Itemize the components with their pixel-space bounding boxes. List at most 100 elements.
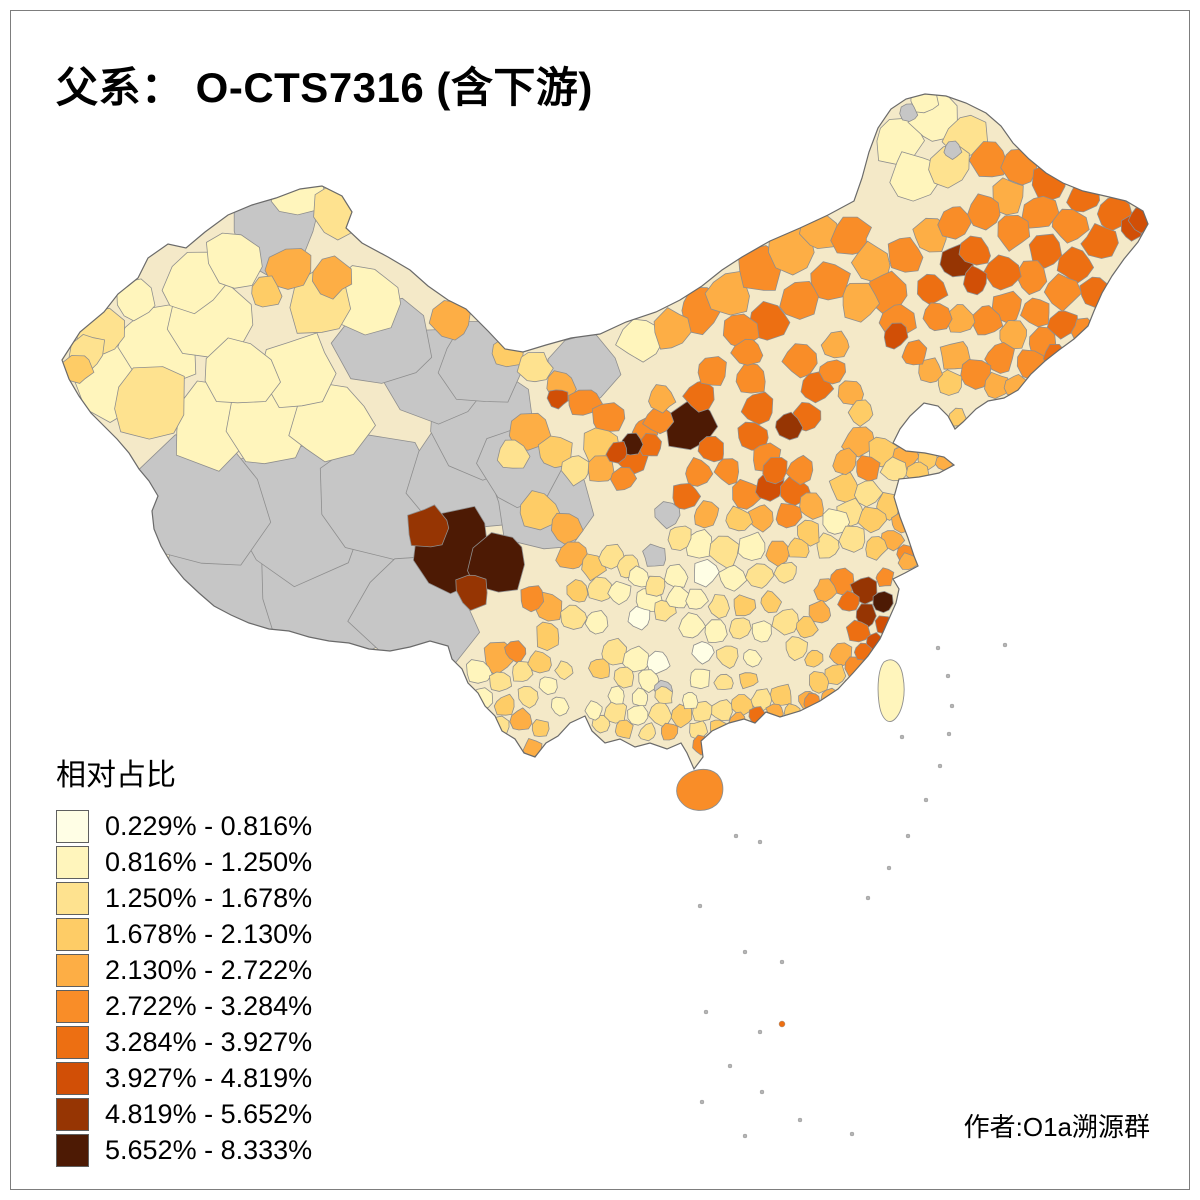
- map-region-cell: [311, 255, 353, 300]
- map-region-cell: [1056, 246, 1095, 285]
- map-region-cell: [818, 359, 847, 385]
- map-region-cell: [728, 617, 752, 640]
- map-region-cell: [531, 719, 550, 737]
- map-region-cell: [642, 407, 675, 435]
- map-region-cell: [943, 140, 963, 160]
- map-region-cell: [773, 561, 797, 584]
- map-region-cell: [264, 248, 312, 290]
- small-island: [757, 1029, 763, 1035]
- map-region-cell: [718, 564, 748, 592]
- legend: 相对占比 0.229% - 0.816% 0.816% - 1.250% 1.250…: [56, 750, 312, 1170]
- map-region-cell: [517, 685, 539, 709]
- map-region-cell: [997, 214, 1031, 252]
- map-region-cell: [742, 648, 763, 668]
- legend-row: 3.284% - 3.927%: [56, 1026, 312, 1059]
- map-region-cell: [937, 206, 972, 240]
- map-region-cell: [622, 645, 651, 673]
- map-region-cell: [804, 649, 824, 668]
- map-region-cell: [1020, 297, 1050, 328]
- map-region-cell: [638, 722, 656, 742]
- map-region-cell: [536, 621, 560, 652]
- map-region-cell: [824, 664, 847, 686]
- map-region-cell: [550, 696, 570, 717]
- map-region-cell: [1051, 208, 1090, 244]
- map-region-cell: [615, 318, 665, 363]
- map-region-cell: [554, 660, 574, 681]
- map-region-cell: [205, 232, 263, 289]
- small-island: [742, 1133, 748, 1139]
- legend-title: 相对占比: [56, 759, 176, 792]
- map-region-cell: [922, 302, 953, 332]
- small-island: [1002, 642, 1008, 648]
- legend-label: 2.722% - 3.284%: [105, 991, 313, 1021]
- map-region-cell: [984, 371, 1011, 400]
- legend-row: 1.250% - 1.678%: [56, 882, 312, 915]
- map-region-cell: [527, 650, 552, 674]
- map-region-cell: [771, 608, 800, 636]
- map-region-cell: [667, 525, 692, 551]
- map-region-cell: [560, 604, 588, 630]
- map-region-cell: [918, 357, 943, 384]
- map-region-cell: [733, 594, 757, 617]
- map-region-cell: [601, 637, 628, 666]
- small-island: [935, 645, 941, 651]
- map-region-cell: [732, 478, 763, 510]
- map-region-cell: [710, 719, 728, 739]
- map-region-cell: [697, 356, 727, 386]
- map-region-cell: [775, 411, 804, 441]
- map-region-cell: [466, 659, 493, 684]
- map-region-cell: [735, 362, 766, 394]
- map-region-cell: [832, 447, 857, 476]
- legend-label: 1.250% - 1.678%: [105, 883, 313, 913]
- map-region-cell: [654, 501, 681, 530]
- map-region-cell: [962, 265, 988, 296]
- map-region-cell: [654, 685, 673, 704]
- map-region-cell: [685, 457, 714, 487]
- small-island: [937, 763, 943, 769]
- map-region-cell: [588, 658, 611, 680]
- legend-label: 0.229% - 0.816%: [105, 811, 313, 841]
- map-region-cell: [967, 193, 1001, 231]
- small-island: [945, 673, 951, 679]
- map-region-cell: [883, 322, 909, 350]
- small-island: [703, 1009, 709, 1015]
- map-region-cell: [691, 641, 715, 665]
- map-region-cell: [808, 599, 832, 624]
- map-region-cell: [665, 585, 690, 609]
- map-region-cell: [491, 337, 524, 368]
- small-island: [699, 1099, 705, 1105]
- map-region-cell: [587, 576, 615, 602]
- map-region-cell: [407, 504, 450, 548]
- legend-swatch: [56, 918, 89, 951]
- map-region-cell: [958, 235, 991, 266]
- map-region-cell: [855, 603, 877, 628]
- map-region-cell: [749, 300, 791, 341]
- legend-swatch: [56, 1098, 89, 1131]
- small-island: [886, 865, 892, 871]
- map-region-cell: [899, 103, 919, 122]
- map-region-cell: [627, 605, 651, 631]
- map-region-cell: [960, 359, 992, 390]
- map-region-cell: [737, 531, 766, 561]
- hainan-island: [676, 768, 724, 811]
- legend-label: 1.678% - 2.130%: [105, 919, 313, 949]
- map-region-cell: [653, 307, 692, 350]
- map-region-cell: [1046, 310, 1079, 340]
- legend-row: 4.819% - 5.652%: [56, 1098, 312, 1131]
- map-region-cell: [607, 580, 632, 606]
- map-region-cell: [692, 700, 713, 722]
- map-region-cell: [648, 384, 677, 414]
- small-island: [899, 734, 905, 740]
- map-region-cell: [785, 636, 809, 662]
- map-region-cell: [982, 254, 1022, 291]
- map-region-cell: [693, 558, 720, 588]
- map-region-cell: [999, 320, 1028, 350]
- legend-label: 2.130% - 2.722%: [105, 955, 313, 985]
- map-region-cell: [730, 338, 764, 366]
- legend-row: 3.927% - 4.819%: [56, 1062, 312, 1095]
- map-region-cell: [992, 177, 1024, 216]
- map-region-cell: [1021, 195, 1060, 229]
- legend-swatch: [56, 1062, 89, 1095]
